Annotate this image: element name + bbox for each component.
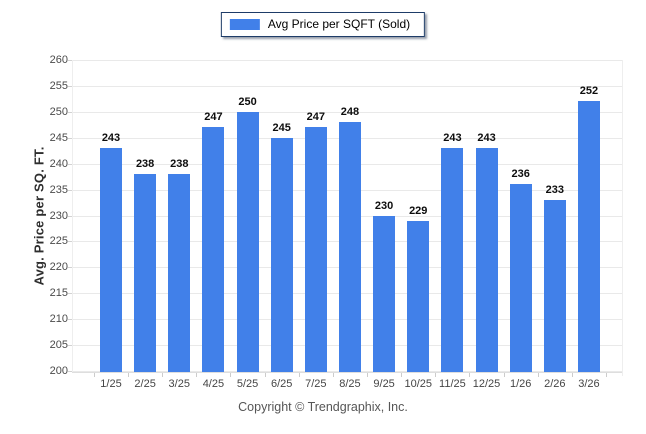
y-tick-label: 205 (49, 339, 68, 352)
bar (270, 137, 293, 372)
x-tick-label: 7/25 (305, 378, 327, 390)
y-tick-label: 230 (49, 209, 68, 222)
x-axis-tick (571, 373, 573, 377)
y-axis-tick (68, 371, 72, 372)
x-tick-label: 4/25 (202, 378, 225, 390)
y-axis-tick (68, 111, 72, 113)
y-tick-label: 235 (49, 183, 68, 196)
x-tick-label: 6/25 (270, 378, 293, 390)
bar (441, 148, 464, 372)
bar-value-label: 229 (409, 204, 428, 217)
x-axis-tick (606, 373, 608, 377)
bar-value-label: 236 (511, 168, 530, 181)
x-axis-tick (264, 373, 266, 377)
x-tick-label: 1/25 (100, 378, 122, 390)
legend-label: Avg Price per SQFT (Sold) (267, 17, 411, 31)
legend-swatch-icon (229, 19, 260, 30)
bar (577, 101, 600, 372)
y-tick-label: 250 (49, 105, 68, 118)
bar (168, 174, 191, 372)
bar (304, 127, 327, 372)
bar-value-label: 250 (238, 95, 257, 108)
bar (236, 111, 259, 372)
bar-value-label: 238 (170, 158, 189, 171)
y-tick-label: 200 (49, 365, 68, 377)
bar-value-label: 245 (272, 121, 291, 134)
x-tick-label: 2/25 (134, 378, 156, 390)
x-tick-label: 11/25 (439, 378, 466, 390)
x-tick-label: 3/26 (578, 378, 600, 390)
bar-value-label: 243 (101, 132, 121, 145)
x-axis-tick (298, 373, 300, 377)
y-tick-label: 260 (49, 54, 68, 66)
y-axis-tick (68, 215, 72, 217)
gridline (72, 85, 622, 87)
y-axis-tick (68, 293, 72, 295)
bar-value-label: 230 (374, 199, 394, 212)
legend: Avg Price per SQFT (Sold) (220, 12, 426, 37)
x-axis-tick (435, 373, 437, 377)
bar (338, 122, 361, 372)
bar (373, 215, 396, 372)
y-axis-tick (68, 267, 72, 269)
y-tick-label: 225 (49, 235, 68, 248)
x-tick-label: 10/25 (404, 378, 433, 390)
copyright-text: Copyright © Trendgraphix, Inc. (238, 400, 408, 414)
bar-value-label: 247 (306, 111, 325, 124)
y-axis-tick (68, 189, 72, 191)
x-axis-tick (367, 373, 369, 377)
bar (202, 127, 225, 372)
y-tick-label: 245 (49, 131, 68, 144)
gridline (72, 60, 622, 61)
bar-value-label: 238 (135, 158, 155, 171)
y-axis-tick (68, 60, 72, 61)
x-tick-label: 1/26 (509, 378, 532, 390)
plot-left-edge (72, 60, 73, 372)
y-axis-tick (68, 163, 72, 165)
bar-value-label: 233 (545, 183, 564, 196)
x-tick-label: 12/25 (472, 378, 501, 390)
bar (543, 199, 566, 372)
x-axis-line (72, 372, 622, 373)
x-axis-tick (128, 373, 130, 377)
y-tick-label: 215 (49, 287, 68, 300)
x-axis-tick (196, 373, 198, 377)
y-tick-label: 255 (49, 79, 68, 92)
y-axis-tick (68, 319, 72, 321)
x-tick-label: 3/25 (168, 378, 190, 390)
x-tick-label: 9/25 (373, 378, 395, 390)
bar-value-label: 243 (443, 132, 462, 145)
x-axis-tick (537, 373, 539, 377)
plot-right-edge (622, 60, 623, 376)
bar-value-label: 243 (477, 132, 496, 145)
gridline (72, 111, 622, 113)
y-tick-label: 220 (49, 261, 68, 274)
y-tick-label: 240 (49, 157, 68, 170)
y-axis-tick (68, 345, 72, 347)
y-tick-label: 210 (49, 313, 68, 326)
x-axis-tick (332, 373, 334, 377)
x-tick-label: 2/26 (544, 378, 566, 390)
bar (134, 174, 157, 372)
bar (475, 148, 498, 372)
y-axis-tick (68, 137, 72, 139)
x-tick-label: 8/25 (339, 378, 361, 390)
x-axis-tick (162, 373, 164, 377)
y-axis-tick (68, 241, 72, 243)
bar-value-label: 248 (340, 106, 360, 119)
x-axis-tick (503, 373, 505, 377)
y-axis-tick (68, 85, 72, 87)
x-axis-tick (93, 373, 95, 377)
bar (100, 148, 122, 372)
x-axis-tick (230, 373, 232, 377)
bar (509, 184, 532, 372)
bar-value-label: 247 (204, 111, 223, 124)
bar-value-label: 252 (579, 85, 599, 98)
bar (407, 220, 430, 372)
x-axis-tick (469, 373, 471, 377)
x-tick-label: 5/25 (236, 378, 259, 390)
x-axis-tick (401, 373, 403, 377)
